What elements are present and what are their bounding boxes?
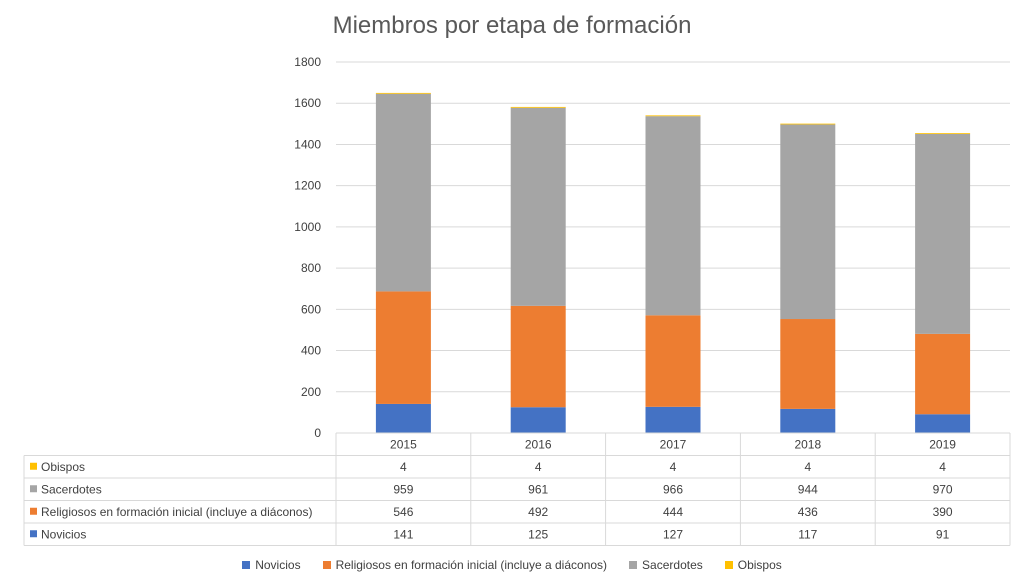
- bar-segment: [780, 124, 836, 320]
- legend-label: Obispos: [737, 558, 782, 572]
- table-series-label: Religiosos en formación inicial (incluye…: [41, 505, 312, 519]
- bar-segment: [915, 133, 971, 134]
- y-tick-label: 200: [301, 385, 321, 399]
- data-label: 4: [400, 460, 407, 474]
- table-series-label: Sacerdotes: [41, 482, 102, 496]
- chart-title: Miembros por etapa de formación: [332, 12, 692, 39]
- data-label: 4: [535, 460, 542, 474]
- x-tick-label: 2018: [794, 437, 821, 451]
- table-legend-key: [30, 485, 37, 493]
- x-tick-label: 2016: [525, 437, 552, 451]
- data-label: 961: [528, 482, 548, 496]
- bar-segment: [780, 408, 836, 433]
- bar-segment: [510, 305, 566, 408]
- data-label: 91: [936, 527, 950, 541]
- y-tick-label: 400: [301, 344, 321, 358]
- bar-segment: [645, 406, 701, 433]
- bar-segment: [780, 319, 836, 409]
- data-label: 127: [663, 527, 683, 541]
- data-label: 966: [663, 482, 683, 496]
- bar-segment: [375, 403, 431, 433]
- y-tick-label: 1200: [294, 179, 321, 193]
- data-label: 4: [804, 460, 811, 474]
- y-tick-label: 1800: [294, 55, 321, 69]
- table-series-label: Obispos: [41, 460, 85, 474]
- data-label: 546: [393, 505, 413, 519]
- legend-item: Religiosos en formación inicial (incluye…: [322, 558, 608, 572]
- bar-segment: [375, 93, 431, 292]
- legend-item: Sacerdotes: [629, 558, 703, 572]
- bar-segment: [645, 315, 701, 407]
- data-label: 4: [939, 460, 946, 474]
- legend-swatch: [629, 561, 638, 569]
- bar-segment: [645, 116, 701, 316]
- data-label: 125: [528, 527, 548, 541]
- bar-segment: [915, 133, 971, 334]
- y-tick-label: 1000: [294, 220, 321, 234]
- x-tick-label: 2017: [660, 437, 687, 451]
- bar-segment: [375, 92, 431, 94]
- table-legend-key: [30, 530, 37, 538]
- x-tick-label: 2015: [390, 437, 417, 451]
- legend-label: Novicios: [255, 558, 301, 572]
- table-legend-key: [30, 507, 37, 515]
- y-tick-label: 1600: [294, 96, 321, 110]
- data-label: 959: [393, 482, 413, 496]
- bar-segment: [510, 107, 566, 306]
- data-label: 944: [798, 482, 818, 496]
- x-tick-label: 2019: [929, 437, 956, 451]
- data-label: 970: [933, 482, 953, 496]
- data-label: 4: [670, 460, 677, 474]
- bar-segment: [645, 115, 701, 117]
- legend-label: Religiosos en formación inicial (incluye…: [335, 558, 608, 572]
- data-label: 492: [528, 505, 548, 519]
- legend-swatch: [322, 561, 331, 569]
- bar-segment: [780, 123, 836, 125]
- y-tick-label: 600: [301, 302, 321, 316]
- y-tick-label: 0: [314, 426, 321, 440]
- data-label: 390: [933, 505, 953, 519]
- table-legend-key: [30, 462, 37, 470]
- bar-segment: [510, 407, 566, 433]
- data-label: 444: [663, 505, 683, 519]
- bar-segment: [510, 106, 566, 108]
- data-label: 436: [798, 505, 818, 519]
- legend-swatch: [242, 561, 251, 569]
- legend-label: Sacerdotes: [642, 558, 703, 572]
- legend-item: Obispos: [724, 558, 782, 572]
- legend-item: Novicios: [242, 558, 301, 572]
- bar-segment: [375, 291, 431, 404]
- data-label: 141: [393, 527, 413, 541]
- y-tick-label: 1400: [294, 137, 321, 151]
- bar-segment: [915, 333, 971, 415]
- legend: Novicios Religiosos en formación inicial …: [0, 558, 1024, 572]
- bar-segment: [915, 414, 971, 433]
- legend-swatch: [724, 561, 733, 569]
- y-tick-label: 800: [301, 261, 321, 275]
- table-series-label: Novicios: [41, 527, 86, 541]
- data-label: 117: [798, 527, 817, 541]
